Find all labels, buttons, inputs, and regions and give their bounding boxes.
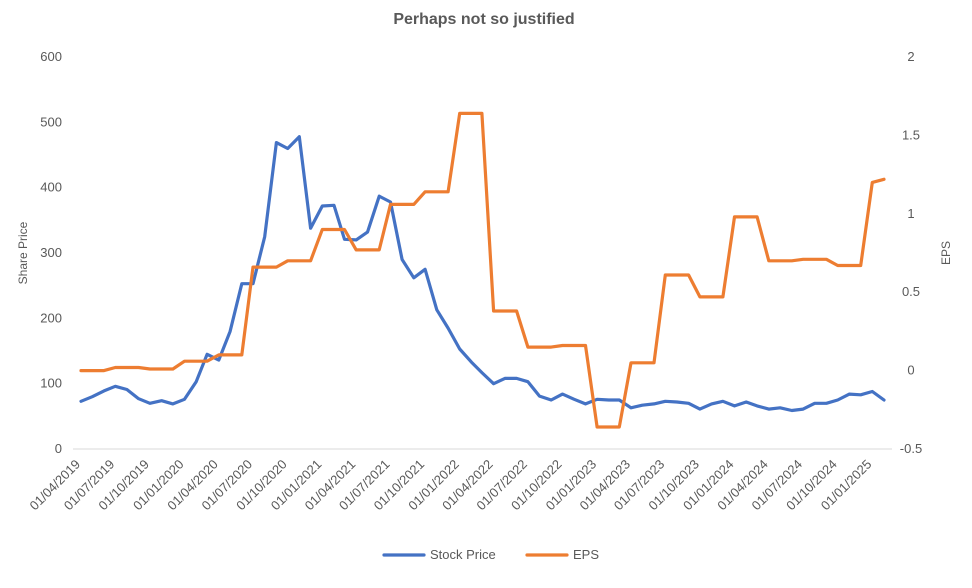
legend-label: EPS bbox=[573, 547, 599, 562]
y-tick-label: 300 bbox=[40, 245, 62, 260]
y2-tick-label: 0.5 bbox=[902, 284, 920, 299]
y2-tick-label: 0 bbox=[907, 363, 914, 378]
y2-tick-label: 2 bbox=[907, 49, 914, 64]
y-tick-label: 0 bbox=[55, 441, 62, 456]
chart-title: Perhaps not so justified bbox=[393, 11, 574, 28]
y-tick-label: 400 bbox=[40, 180, 62, 195]
y2-tick-label: 1 bbox=[907, 206, 914, 221]
y2-tick-label: 1.5 bbox=[902, 127, 920, 142]
y-tick-label: 600 bbox=[40, 49, 62, 64]
y-tick-label: 100 bbox=[40, 376, 62, 391]
y2-tick-label: -0.5 bbox=[900, 441, 922, 456]
y-tick-label: 200 bbox=[40, 310, 62, 325]
y-tick-label: 500 bbox=[40, 114, 62, 129]
legend-label: Stock Price bbox=[430, 547, 496, 562]
y2-axis-title: EPS bbox=[939, 241, 953, 265]
series-line-eps bbox=[79, 111, 886, 429]
y-axis-title: Share Price bbox=[16, 221, 30, 284]
series-line-stock-price bbox=[79, 135, 886, 413]
